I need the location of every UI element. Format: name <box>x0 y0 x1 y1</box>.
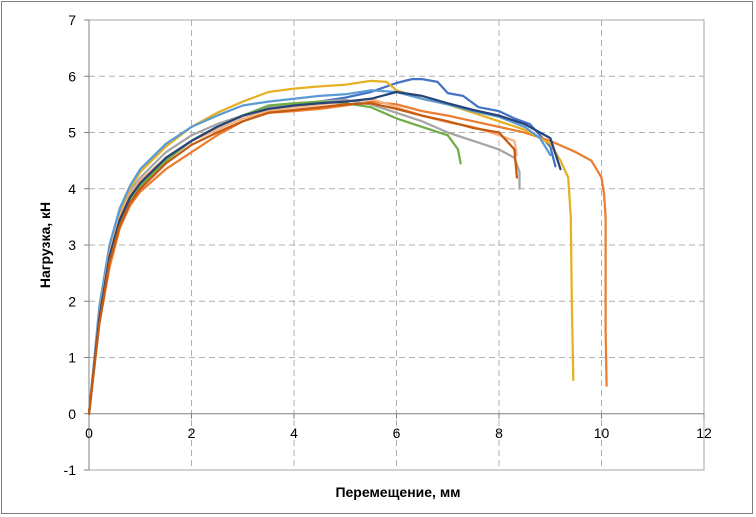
series-line-4 <box>87 79 575 415</box>
x-tick-label: 8 <box>495 425 503 441</box>
x-tick-label: 4 <box>290 425 298 441</box>
grid <box>88 19 705 471</box>
series-line-7 <box>87 97 519 415</box>
x-tick-labels: 0 2 4 6 8 10 12 <box>85 425 712 441</box>
y-tick-label: 0 <box>68 406 76 422</box>
axes <box>84 19 705 471</box>
y-tick-label: -1 <box>64 462 77 478</box>
x-axis-title: Перемещение, мм <box>335 484 460 500</box>
series-line-2 <box>87 100 608 415</box>
y-tick-label: 4 <box>68 181 76 197</box>
series-line-8 <box>87 90 562 415</box>
y-tick-label: 6 <box>68 68 76 84</box>
x-tick-label: 0 <box>85 425 93 441</box>
x-tick-label: 6 <box>393 425 401 441</box>
x-tick-label: 10 <box>594 425 610 441</box>
y-tick-label: 2 <box>68 293 76 309</box>
series-line-6 <box>87 100 462 415</box>
y-tick-label: 3 <box>68 237 76 253</box>
y-tick-label: 1 <box>68 350 76 366</box>
y-tick-label: 5 <box>68 125 76 141</box>
x-tick-label: 2 <box>188 425 196 441</box>
x-tick-label: 12 <box>696 425 712 441</box>
series-line-5 <box>87 89 552 415</box>
y-axis-title: Нагрузка, кН <box>37 202 53 288</box>
series-line-9 <box>87 102 519 415</box>
y-tick-label: 7 <box>68 12 76 28</box>
series-group <box>87 77 608 415</box>
y-tick-labels: -1 0 1 2 3 4 5 6 7 <box>64 12 77 478</box>
